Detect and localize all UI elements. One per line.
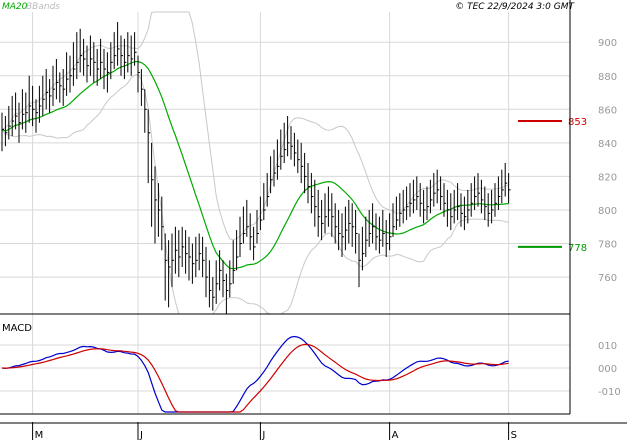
price-levels: 853 778 [518,117,587,254]
macd-line [1,335,509,413]
macd-lines [1,335,509,413]
copyright-text: © TEC 22/9/2024 3:0 GMT [455,2,575,12]
month-label: A [392,430,399,440]
bband-lower [1,73,509,315]
macd-tick-label: 010 [598,341,617,352]
ma20-path [1,60,509,270]
price-tick-label: 840 [598,139,617,150]
month-label: S [511,430,517,440]
price-tick-label: 800 [598,206,617,217]
price-tick-label: 820 [598,172,617,183]
price-tick-label: 760 [598,273,617,284]
level-label: 853 [568,117,587,128]
macd-tick-label: -010 [598,387,621,398]
bollinger-bands [1,11,509,315]
price-tick-label: 900 [598,38,617,49]
price-tick-label: 780 [598,240,617,251]
ma20-line [1,60,509,270]
level-label: 778 [568,243,587,254]
grid-lines [0,12,570,414]
signal-line [1,343,509,413]
bband-upper [1,11,509,241]
price-tick-label: 860 [598,105,617,116]
month-label: J [261,430,265,440]
price-bars [1,22,511,314]
price-tick-label: 880 [598,72,617,83]
month-label: M [35,430,44,440]
macd-tick-label: 000 [598,364,617,375]
macd-title: MACD [2,323,32,334]
legend-ma20: MA20 [2,2,28,12]
month-label: J [139,430,143,440]
legend-bbands: BBands [26,2,60,12]
